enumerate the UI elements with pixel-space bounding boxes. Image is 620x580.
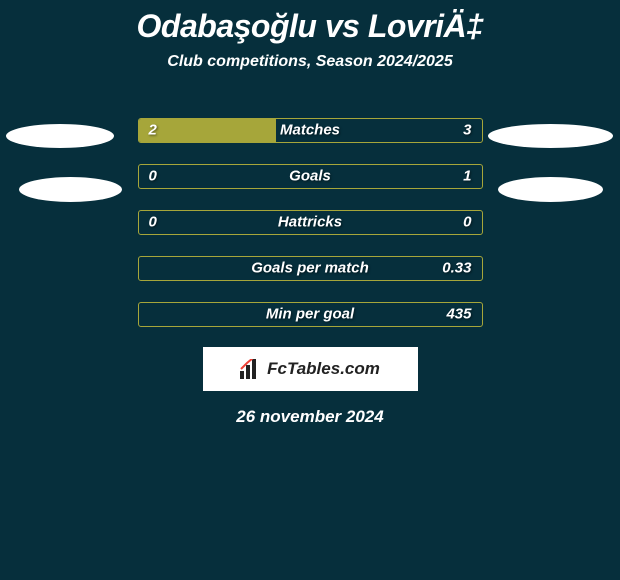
stat-label: Matches <box>280 122 340 139</box>
stat-bar: 0 Goals 1 <box>138 164 483 189</box>
stat-bar: Min per goal 435 <box>138 302 483 327</box>
date-label: 26 november 2024 <box>0 407 620 427</box>
stat-right-value: 3 <box>463 122 471 139</box>
stat-label: Hattricks <box>278 214 342 231</box>
logo-text: FcTables.com <box>267 359 380 379</box>
stat-right-value: 1 <box>463 168 471 185</box>
stat-left-value: 0 <box>149 214 157 231</box>
stat-row: 0 Hattricks 0 <box>0 199 620 245</box>
player-photo-right-2 <box>498 177 603 202</box>
stat-row: Min per goal 435 <box>0 291 620 337</box>
stat-right-value: 0 <box>463 214 471 231</box>
stat-bar: Goals per match 0.33 <box>138 256 483 281</box>
stat-right-value: 0.33 <box>442 260 471 277</box>
bar-left-fill <box>139 119 276 142</box>
logo-badge: FcTables.com <box>203 347 418 391</box>
comparison-chart: 2 Matches 3 0 Goals 1 0 Hattricks 0 Goal… <box>0 107 620 427</box>
stat-label: Goals <box>289 168 331 185</box>
stat-bar: 2 Matches 3 <box>138 118 483 143</box>
stat-bar: 0 Hattricks 0 <box>138 210 483 235</box>
player-photo-left-2 <box>19 177 122 202</box>
player-photo-left-1 <box>6 124 114 148</box>
page-subtitle: Club competitions, Season 2024/2025 <box>0 53 620 71</box>
bar-chart-icon <box>240 359 262 379</box>
stat-right-value: 435 <box>446 306 471 323</box>
stat-label: Goals per match <box>251 260 369 277</box>
player-photo-right-1 <box>488 124 613 148</box>
stat-left-value: 0 <box>149 168 157 185</box>
stat-left-value: 2 <box>149 122 157 139</box>
stat-label: Min per goal <box>266 306 354 323</box>
stat-row: Goals per match 0.33 <box>0 245 620 291</box>
page-title: Odabaşoğlu vs LovriÄ‡ <box>0 0 620 45</box>
